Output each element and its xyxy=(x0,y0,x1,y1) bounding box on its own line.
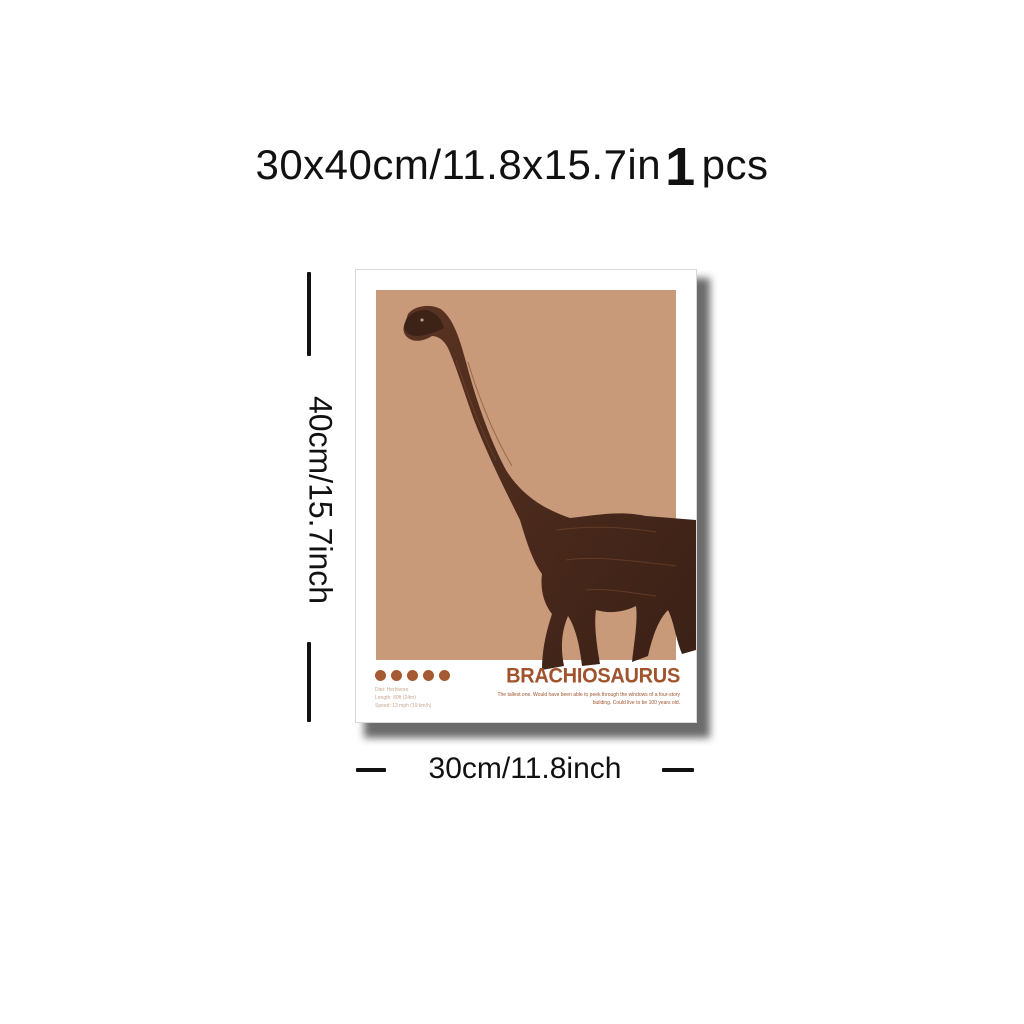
width-marker-left xyxy=(356,768,386,772)
rating-dot xyxy=(423,670,434,681)
quantity-number: 1 xyxy=(665,137,696,197)
rating-dot xyxy=(375,670,386,681)
dinosaur-head xyxy=(404,310,444,336)
dinosaur-stats: Diet: Herbivore Length: 80ft (24m) Speed… xyxy=(375,686,431,710)
dinosaur-eye xyxy=(420,318,424,322)
height-label-text: 40cm/15.7inch xyxy=(302,395,339,605)
dinosaur-texture xyxy=(455,359,677,597)
quantity-unit: pcs xyxy=(701,141,769,188)
size-text: 30x40cm/11.8x15.7in xyxy=(255,141,662,188)
height-label: 40cm/15.7inch xyxy=(300,375,340,625)
poster-print: Diet: Herbivore Length: 80ft (24m) Speed… xyxy=(356,270,696,722)
rating-dot xyxy=(391,670,402,681)
width-marker-right xyxy=(662,768,694,772)
stat-diet: Diet: Herbivore xyxy=(375,687,409,693)
stat-speed: Speed: 12 mph (19 km/h) xyxy=(375,703,432,709)
rating-dot xyxy=(439,670,450,681)
height-marker-bottom xyxy=(307,642,311,722)
product-size-headline: 30x40cm/11.8x15.7in1 pcs xyxy=(0,137,1024,197)
species-description: The tallest one. Would have been able to… xyxy=(497,692,680,706)
rating-dots xyxy=(375,670,450,681)
dinosaur-body xyxy=(403,305,696,670)
brachiosaurus-illustration xyxy=(403,305,696,670)
rating-dot xyxy=(407,670,418,681)
species-name: BRACHIOSAURUS xyxy=(506,664,680,688)
width-label: 30cm/11.8inch xyxy=(428,752,622,785)
height-marker-top xyxy=(307,272,311,356)
stat-length: Length: 80ft (24m) xyxy=(375,695,416,701)
